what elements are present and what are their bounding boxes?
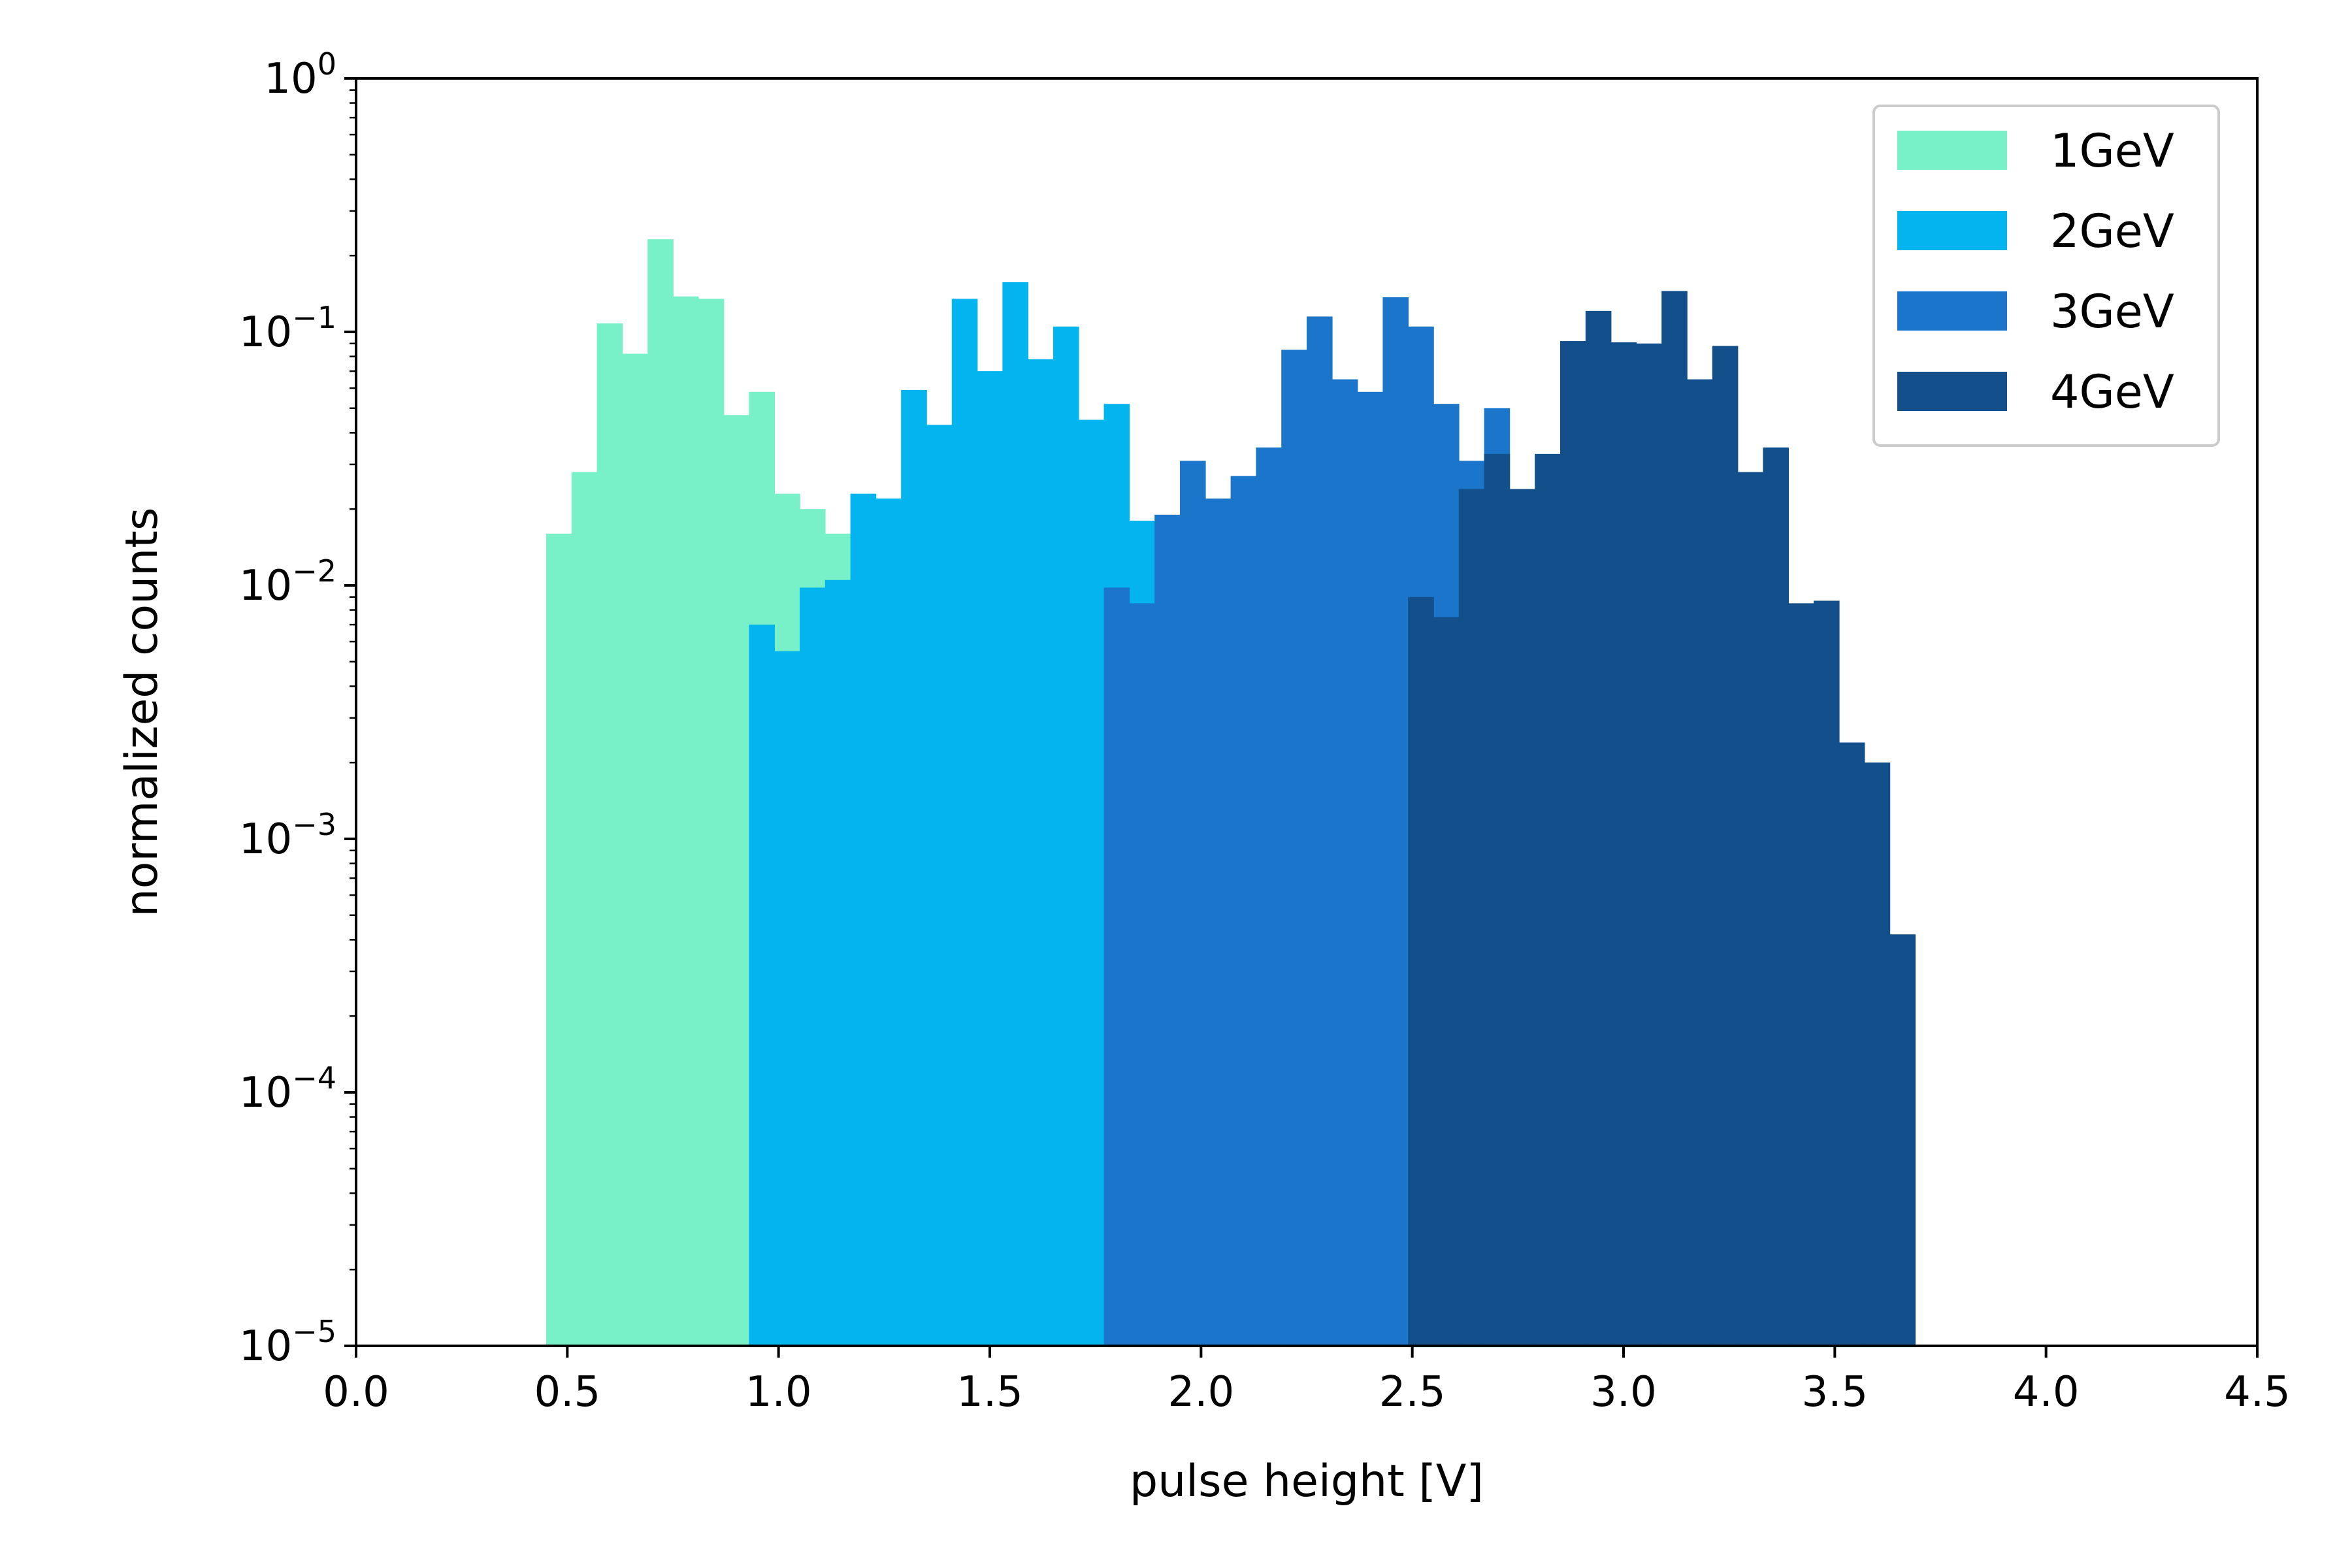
bar-3GeV-1 — [1129, 603, 1155, 1346]
x-tick-label-4: 2.0 — [1168, 1368, 1234, 1416]
legend-swatch-2GeV — [1897, 211, 2007, 250]
bar-1GeV-1 — [571, 472, 598, 1346]
legend-swatch-1GeV — [1897, 131, 2007, 170]
bar-3GeV-7 — [1281, 350, 1307, 1346]
bar-2GeV-11 — [1028, 359, 1054, 1346]
bar-4GeV-11 — [1687, 379, 1713, 1346]
bar-3GeV-6 — [1256, 447, 1282, 1346]
bar-3GeV-8 — [1307, 316, 1333, 1347]
y-tick-label-0: 10−5 — [239, 1314, 336, 1371]
x-tick-label-5: 2.5 — [1379, 1368, 1446, 1416]
bar-1GeV-7 — [723, 415, 750, 1346]
bar-2GeV-4 — [850, 493, 877, 1346]
bar-1GeV-5 — [673, 296, 699, 1347]
bar-4GeV-14 — [1763, 447, 1789, 1346]
bar-2GeV-7 — [926, 425, 953, 1347]
bar-4GeV-12 — [1712, 346, 1739, 1346]
bar-3GeV-9 — [1331, 379, 1358, 1346]
y-tick-label-2: 10−3 — [239, 807, 336, 864]
bar-4GeV-16 — [1814, 600, 1840, 1346]
plot-frame — [355, 77, 2259, 1347]
legend-swatch-3GeV — [1897, 291, 2007, 331]
y-tick-label-3: 10−2 — [239, 553, 336, 610]
bar-4GeV-1 — [1433, 617, 1460, 1346]
x-tick-label-7: 3.5 — [1801, 1368, 1868, 1416]
bar-2GeV-3 — [825, 580, 851, 1346]
bar-4GeV-3 — [1484, 453, 1511, 1346]
x-axis-label: pulse height [V] — [1130, 1456, 1484, 1507]
bar-2GeV-12 — [1053, 326, 1079, 1346]
x-tick-label-1: 0.5 — [534, 1368, 600, 1416]
bar-2GeV-10 — [1002, 282, 1028, 1346]
bar-2GeV-6 — [901, 389, 927, 1347]
legend-label-1GeV: 1GeV — [2050, 124, 2174, 178]
y-tick-label-1: 10−4 — [239, 1060, 336, 1117]
bar-4GeV-13 — [1737, 472, 1764, 1346]
x-tick-label-3: 1.5 — [956, 1368, 1023, 1416]
bar-4GeV-17 — [1838, 742, 1865, 1346]
bar-3GeV-0 — [1103, 587, 1130, 1346]
bar-2GeV-2 — [800, 587, 826, 1346]
bar-4GeV-8 — [1610, 342, 1637, 1346]
bar-4GeV-9 — [1636, 343, 1662, 1346]
legend: 1GeV 2GeV 3GeV 4GeV — [1872, 105, 2220, 447]
bar-4GeV-18 — [1864, 762, 1891, 1346]
x-tick-label-0: 0.0 — [323, 1368, 389, 1416]
bar-2GeV-1 — [774, 651, 800, 1346]
bar-4GeV-0 — [1408, 596, 1434, 1346]
legend-label-4GeV: 4GeV — [2050, 365, 2174, 419]
bar-2GeV-0 — [749, 625, 775, 1346]
legend-box — [1872, 105, 2220, 447]
bar-3GeV-10 — [1357, 391, 1384, 1346]
bar-1GeV-0 — [546, 533, 572, 1346]
bar-4GeV-6 — [1560, 341, 1586, 1346]
bar-1GeV-2 — [596, 323, 623, 1346]
x-tick-label-9: 4.5 — [2224, 1368, 2291, 1416]
x-tick-label-2: 1.0 — [745, 1368, 812, 1416]
bar-4GeV-2 — [1458, 489, 1485, 1346]
bar-4GeV-10 — [1661, 291, 1688, 1346]
bar-3GeV-4 — [1205, 498, 1232, 1346]
bar-1GeV-4 — [647, 239, 674, 1347]
bar-2GeV-5 — [875, 498, 902, 1346]
x-tick-label-8: 4.0 — [2013, 1368, 2080, 1416]
x-tick-label-6: 3.0 — [1590, 1368, 1657, 1416]
bar-4GeV-19 — [1889, 934, 1916, 1346]
bar-3GeV-3 — [1180, 461, 1206, 1346]
bar-2GeV-9 — [977, 371, 1004, 1346]
bar-2GeV-8 — [951, 299, 978, 1347]
y-tick-label-4: 10−1 — [239, 300, 336, 357]
y-axis-label: normalized counts — [116, 508, 168, 917]
bar-1GeV-3 — [622, 353, 648, 1347]
bar-4GeV-4 — [1509, 489, 1535, 1346]
series-4GeV — [1408, 291, 1916, 1346]
legend-label-2GeV: 2GeV — [2050, 204, 2174, 258]
bar-3GeV-5 — [1230, 476, 1257, 1346]
bar-1GeV-6 — [698, 299, 725, 1347]
y-tick-label-5: 100 — [264, 46, 336, 103]
bar-3GeV-11 — [1382, 297, 1409, 1347]
legend-swatch-4GeV — [1897, 372, 2007, 411]
bars-layer — [546, 239, 1916, 1347]
bar-4GeV-15 — [1788, 603, 1814, 1346]
bar-4GeV-7 — [1585, 310, 1612, 1346]
bar-4GeV-5 — [1535, 453, 1561, 1346]
legend-label-3GeV: 3GeV — [2050, 285, 2174, 338]
bar-3GeV-2 — [1154, 514, 1181, 1346]
bar-2GeV-13 — [1078, 419, 1105, 1346]
